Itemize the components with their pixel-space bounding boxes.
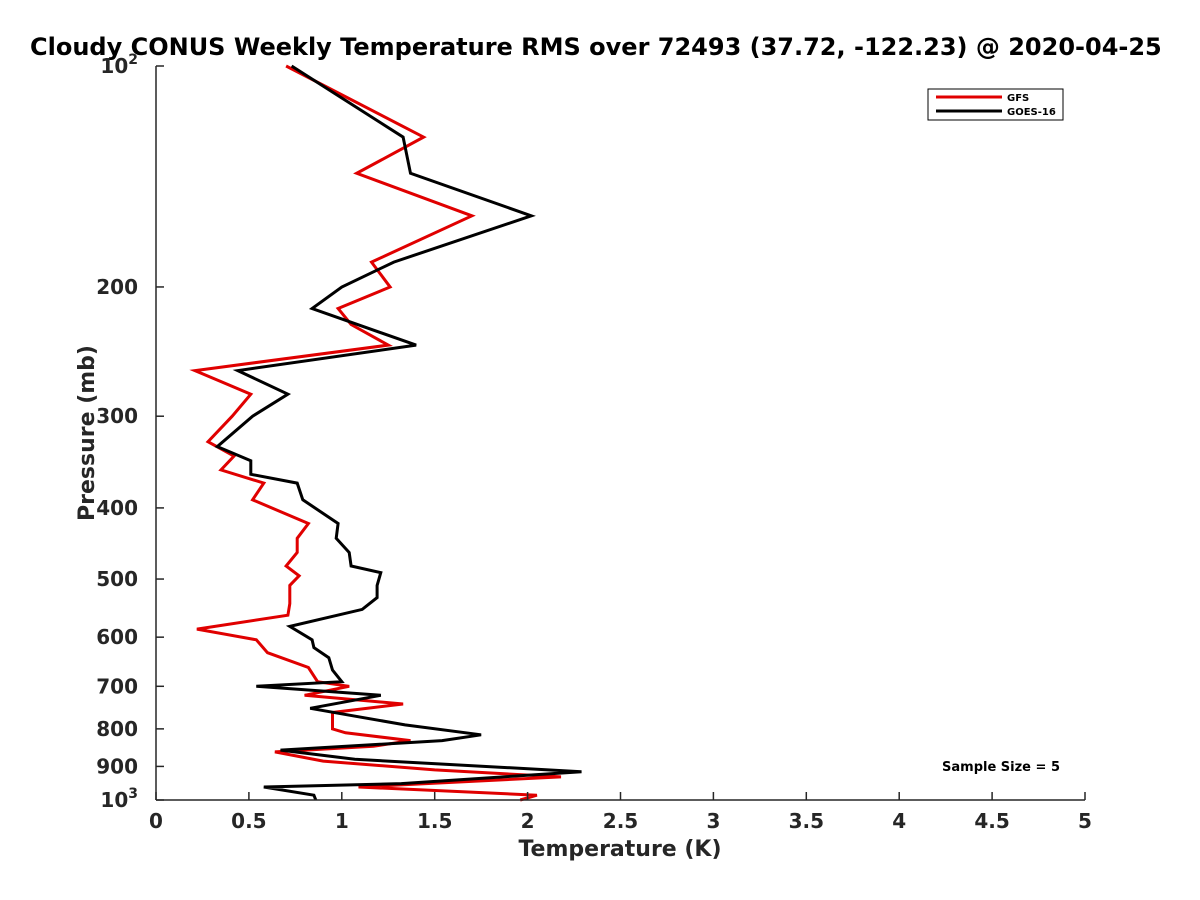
y-tick-label: 700 <box>96 674 138 698</box>
legend: GFS GOES-16 <box>927 88 1064 121</box>
y-tick-exponent: 2 <box>128 52 138 68</box>
series-line-goes-16 <box>214 64 582 801</box>
y-tick-label: 500 <box>96 567 138 591</box>
x-tick-label: 4.5 <box>974 809 1009 833</box>
y-tick-label: 600 <box>96 625 138 649</box>
x-tick-label: 2.5 <box>603 809 638 833</box>
y-axis-label: Pressure (mb) <box>75 345 100 521</box>
plot-area <box>156 66 1085 800</box>
y-tick-base: 10 <box>100 788 128 812</box>
y-tick-label: 400 <box>96 496 138 520</box>
y-tick-label: 300 <box>96 404 138 428</box>
x-tick-label: 3.5 <box>789 809 824 833</box>
legend-label: GOES-16 <box>1007 107 1056 118</box>
y-tick-exponent: 3 <box>128 786 138 802</box>
x-tick-label: 0.5 <box>231 809 266 833</box>
x-tick-label: 2 <box>521 809 535 833</box>
x-ticks: 0 0.5 1 1.5 2 2.5 3 3.5 4 4.5 5 <box>149 792 1092 833</box>
y-tick-label: 103 <box>100 786 138 812</box>
x-tick-label: 4 <box>892 809 906 833</box>
y-tick-base: 10 <box>100 54 128 78</box>
x-tick-label: 1 <box>335 809 349 833</box>
x-tick-label: 1.5 <box>417 809 452 833</box>
legend-label: GFS <box>1007 93 1029 104</box>
x-axis-label: Temperature (K) <box>518 837 721 862</box>
series-layer <box>189 64 582 802</box>
x-tick-label: 3 <box>706 809 720 833</box>
y-tick-label: 900 <box>96 754 138 778</box>
x-tick-label: 5 <box>1078 809 1092 833</box>
legend-box <box>927 88 1064 121</box>
sample-size-annotation: Sample Size = 5 <box>942 760 1060 775</box>
y-tick-label: 200 <box>96 275 138 299</box>
chart-title: Cloudy CONUS Weekly Temperature RMS over… <box>30 33 1162 61</box>
x-tick-label: 0 <box>149 809 163 833</box>
y-tick-label: 102 <box>100 52 138 78</box>
y-tick-label: 800 <box>96 717 138 741</box>
